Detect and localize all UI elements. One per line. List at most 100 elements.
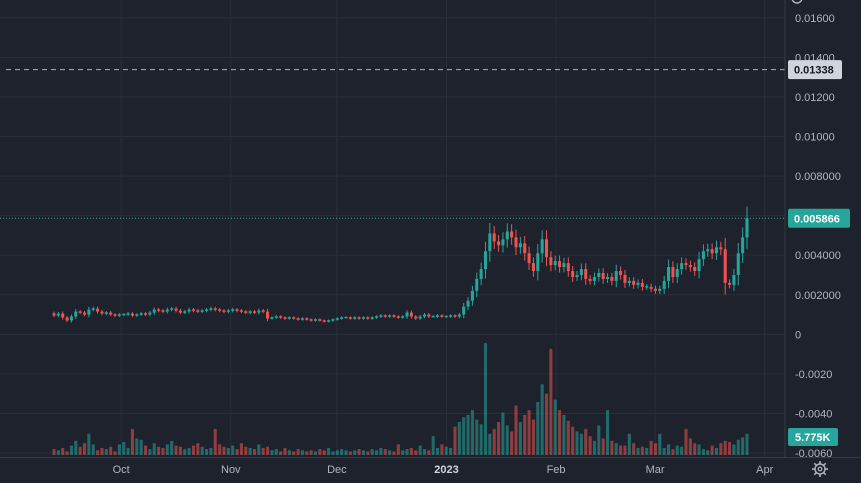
volume-bar [144, 445, 148, 455]
candle-body [640, 282, 644, 287]
candle-body [309, 319, 313, 321]
volume-bar [174, 445, 178, 455]
candle-body [736, 253, 740, 275]
volume-bar [610, 440, 614, 455]
volume-bar [523, 414, 527, 455]
horizontal-line-badge: 0.01338 [788, 60, 842, 80]
candle-body [584, 269, 588, 279]
candle-body [697, 259, 701, 272]
volume-bar [91, 444, 95, 455]
volume-bar [453, 426, 457, 455]
volume-bar [392, 451, 396, 455]
volume-bar [510, 431, 514, 455]
volume-bar [279, 451, 283, 455]
time-tick-label: Apr [756, 464, 773, 476]
candle-body [170, 308, 174, 310]
candle-body [222, 310, 226, 312]
volume-bar [300, 450, 304, 455]
volume-bar [383, 449, 387, 455]
candle-body [218, 309, 222, 311]
candle-body [313, 319, 318, 321]
candle-body [100, 311, 104, 314]
volume-bar [209, 447, 213, 455]
price-axis[interactable]: 0.016000.014000.012000.010000.0080000.00… [795, 13, 841, 460]
volume-bar [527, 410, 531, 455]
candle-body [558, 261, 562, 268]
candle-body [65, 317, 69, 321]
candle-body [671, 267, 675, 277]
candle-body [69, 316, 73, 321]
time-tick-label: Nov [221, 464, 241, 476]
volume-bar [640, 446, 644, 455]
volume-bar [684, 429, 688, 455]
candle-body [96, 308, 100, 312]
candle-body [675, 269, 679, 277]
volume-badge-bg [788, 428, 838, 446]
volume-bar [248, 447, 252, 455]
candle-body [562, 263, 566, 268]
candle-body [200, 310, 204, 312]
candle-body [87, 309, 91, 315]
candle-body [209, 308, 213, 310]
top-settings-icon[interactable] [791, 0, 803, 4]
volume-bar [597, 425, 601, 455]
volume-bar [714, 447, 719, 455]
volume-bar [501, 412, 505, 455]
volume-bar [636, 447, 640, 455]
volume-bar [266, 446, 270, 455]
volume-bar [592, 440, 596, 455]
volume-bar [331, 451, 335, 455]
volume-bar [183, 449, 187, 455]
candle-body [122, 313, 126, 316]
volume-bar [69, 445, 73, 455]
volume-bar [719, 443, 723, 455]
candle-body [113, 314, 117, 316]
candle-body [292, 317, 296, 319]
candle-body [645, 286, 649, 288]
candle-body [174, 308, 178, 311]
candle-body [283, 317, 287, 319]
volume-bar [152, 443, 156, 455]
price-tick-label: 0.01000 [795, 132, 835, 144]
volume-badge: 5.775K [788, 428, 838, 446]
volume-bar [109, 446, 113, 455]
candle-body [688, 265, 692, 268]
candle-body [231, 309, 235, 311]
volume-bar [235, 449, 239, 455]
candle-body [117, 314, 121, 316]
volume-bar [56, 450, 60, 455]
candle-body [257, 310, 261, 313]
volume-bar [161, 447, 165, 455]
candle-body [144, 313, 148, 315]
time-axis[interactable]: Oct Nov Dec 2023 Feb Mar Apr [113, 464, 774, 476]
candle-body [610, 276, 614, 281]
volume-bar [449, 447, 453, 455]
candle-body [601, 273, 605, 279]
grid-lines [0, 0, 785, 457]
candle-body [183, 311, 187, 313]
volume-bar [566, 420, 570, 455]
candle-body [619, 271, 623, 275]
volume-bar [409, 447, 413, 455]
candle-body [331, 319, 335, 321]
volume-bar [191, 445, 195, 455]
volume-bar [335, 450, 339, 455]
candle-body [109, 312, 113, 315]
volume-bar [606, 410, 610, 455]
volume-bar [723, 440, 727, 455]
volume-bar [226, 447, 230, 455]
last-price-badge: 0.005866 [788, 208, 850, 228]
price-tick-label: 0.004000 [795, 250, 841, 262]
volume-bar [614, 443, 618, 455]
settings-gear-icon[interactable] [812, 461, 828, 477]
volume-bar [680, 446, 684, 455]
volume-bar [296, 449, 300, 455]
volume-bar [157, 446, 161, 455]
candle-body [470, 290, 474, 301]
candle-body [161, 310, 165, 312]
candle-body [187, 309, 191, 312]
time-tick-label: Mar [646, 464, 665, 476]
time-tick-label: 2023 [434, 464, 458, 476]
